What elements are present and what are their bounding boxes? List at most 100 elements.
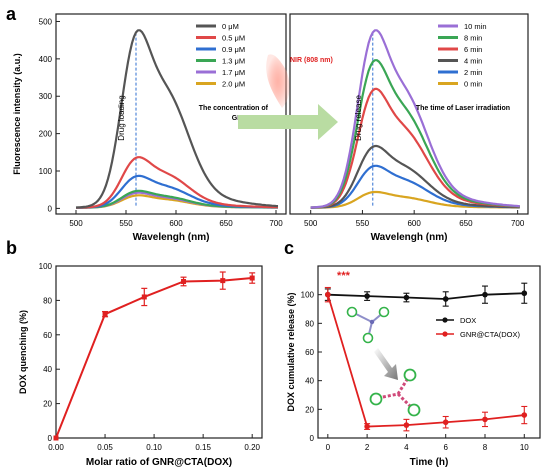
spectrum-line-10min (310, 29, 520, 209)
data-point (442, 419, 449, 426)
legend-label: DOX (460, 316, 476, 325)
panel-c-frame (317, 265, 541, 439)
process-arrow (238, 104, 338, 140)
x-tick-label: 600 (169, 219, 183, 228)
panel-b-plot: 0.00 0.05 0.10 0.15 0.20 0 20 40 60 80 100 Molar ra… (18, 262, 261, 468)
x-tick-label: 2 (365, 443, 370, 452)
y-tick-label: 20 (43, 400, 52, 409)
x-tick-label: 500 (69, 219, 83, 228)
data-point (403, 294, 410, 301)
y-axis-label: DOX quenching (%) (18, 310, 28, 394)
y-tick-label: 100 (39, 262, 53, 271)
y-tick-label: 0 (48, 204, 53, 213)
data-point (249, 275, 255, 281)
x-axis-label: Molar ratio of GNR@CTA(DOX) (86, 457, 232, 468)
data-point (521, 290, 528, 297)
x-tick-label: 0.05 (97, 443, 113, 452)
y-tick-label: 400 (39, 55, 53, 64)
legend-label: 8 min (464, 34, 482, 43)
panel-b-frame (55, 265, 263, 439)
panel-label-b: b (6, 238, 17, 258)
data-point (521, 412, 528, 418)
y-tick-label: 300 (39, 92, 53, 101)
annotation-text: The concentration of (199, 105, 269, 112)
panel-a-right-frame (289, 13, 529, 215)
y-tick-label: 100 (39, 167, 53, 176)
x-tick-label: 650 (219, 219, 233, 228)
legend-label: 0.9 μM (222, 45, 245, 54)
y-tick-label: 500 (39, 17, 53, 26)
legend-label: 0 μM (222, 22, 239, 31)
x-axis-label: Time (h) (410, 457, 449, 468)
x-tick-label: 500 (304, 219, 318, 228)
nir-laser-beam (266, 54, 290, 108)
significance-stars: *** (337, 270, 351, 282)
data-point (53, 435, 59, 441)
y-tick-label: 200 (39, 130, 53, 139)
legend-label: 2 min (464, 68, 482, 77)
data-point (403, 422, 410, 428)
legend-label: 1.3 μM (222, 57, 245, 66)
x-tick-label: 550 (119, 219, 133, 228)
x-tick-label: 0 (326, 443, 331, 452)
legend-label: GNR@CTA(DOX) (460, 330, 520, 339)
molecule-illustration (346, 306, 421, 417)
x-tick-label: 700 (269, 219, 283, 228)
x-tick-label: 4 (404, 443, 409, 452)
legend-marker (442, 331, 448, 337)
release-line-GNR@CTA(DOX) (326, 294, 525, 428)
panel-a-left-plot: 500 550 600 650 700 0 100 200 300 400 500 Fluoresce… (12, 17, 283, 243)
legend-label: 10 min (464, 22, 487, 31)
annotation-text: The time of Laser irradiation (416, 105, 510, 112)
legend-label: 4 min (464, 57, 482, 66)
x-tick-label: 8 (483, 443, 488, 452)
x-tick-label: 0.20 (244, 443, 260, 452)
data-point (482, 291, 488, 298)
data-point (442, 296, 449, 302)
y-tick-label: 20 (305, 405, 314, 414)
data-point (482, 416, 488, 423)
panel-label-c: c (284, 238, 294, 258)
legend-label: 1.7 μM (222, 68, 245, 77)
y-axis-label: DOX cumulative release (%) (286, 292, 296, 411)
legend-marker (442, 317, 448, 323)
panel-label-a: a (6, 4, 17, 24)
panel-a-right-plot: 500 550 600 650 700 Wavelengh (nm) 10 min 8 min… (304, 22, 525, 243)
y-tick-label: 60 (305, 348, 314, 357)
y-tick-label: 80 (43, 296, 52, 305)
y-tick-label: 40 (305, 377, 314, 386)
data-point (364, 423, 370, 430)
x-tick-label: 650 (459, 219, 473, 228)
x-tick-label: 0.00 (48, 443, 64, 452)
data-point (364, 293, 370, 299)
y-tick-label: 80 (305, 319, 314, 328)
y-tick-label: 100 (301, 291, 315, 300)
legend-label: 6 min (464, 45, 482, 54)
legend-label: 2.0 μM (222, 80, 245, 89)
spectrum-line-0M (75, 29, 279, 209)
y-tick-label: 0 (310, 434, 315, 443)
x-axis-label: Wavelengh (nm) (371, 232, 448, 243)
data-point (325, 291, 331, 298)
y-tick-label: 40 (43, 365, 52, 374)
x-tick-label: 10 (520, 443, 529, 452)
y-tick-label: 60 (43, 331, 52, 340)
y-tick-label: 0 (48, 434, 53, 443)
x-tick-label: 600 (407, 219, 421, 228)
x-tick-label: 700 (511, 219, 525, 228)
x-tick-label: 0.15 (195, 443, 211, 452)
x-tick-label: 6 (443, 443, 448, 452)
data-point (141, 294, 147, 300)
data-point (220, 278, 226, 284)
nir-label: NIR (808 nm) (290, 57, 333, 64)
data-point (102, 311, 108, 317)
x-tick-label: 0.10 (146, 443, 162, 452)
legend-label: 0.5 μM (222, 34, 245, 43)
release-line-DOX (327, 292, 525, 300)
legend-label: 0 min (464, 80, 482, 89)
spectrum-line-4min (310, 144, 520, 209)
annotation-vertical: Drug loading (117, 95, 126, 140)
x-tick-label: 550 (356, 219, 370, 228)
